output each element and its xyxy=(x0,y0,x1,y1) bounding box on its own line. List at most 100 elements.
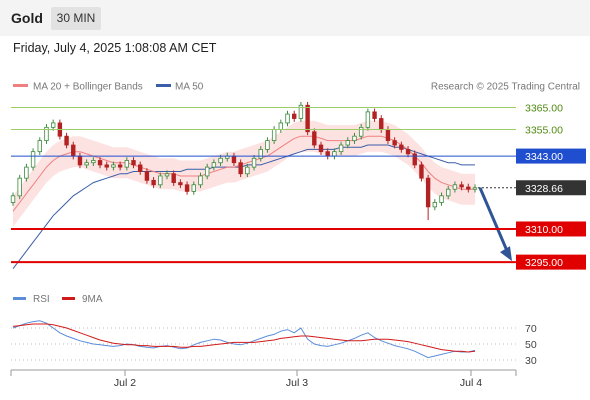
candle-body xyxy=(292,113,297,119)
timeframe-button[interactable]: 30 MIN xyxy=(51,7,101,30)
ma50-line xyxy=(12,144,475,270)
candle-body xyxy=(204,166,210,177)
candle-body xyxy=(198,175,203,186)
ma50-legend-label: MA 50 xyxy=(175,82,204,93)
candle-body xyxy=(171,173,176,183)
level-tag-5 xyxy=(516,254,586,270)
credit-label: Research © 2025 Trading Central xyxy=(431,82,580,93)
candle-body xyxy=(419,164,424,179)
candle-body xyxy=(258,149,263,159)
candle-body xyxy=(452,184,458,190)
level-label-3: 3328.66 xyxy=(525,183,563,195)
candle-body xyxy=(97,160,103,166)
level-tag-3 xyxy=(516,180,586,196)
candle-body xyxy=(138,164,143,172)
candle-body xyxy=(271,129,277,142)
projection-arrow-shaft xyxy=(478,187,510,254)
candle-body xyxy=(385,129,391,142)
candle-body xyxy=(178,182,183,186)
candle-body xyxy=(412,153,417,166)
candle-body xyxy=(158,175,163,186)
candle-body xyxy=(265,140,270,150)
candle-body xyxy=(432,202,438,208)
candle-body xyxy=(372,111,377,119)
candle-body xyxy=(77,155,83,166)
level-label-2: 3343.00 xyxy=(525,151,563,163)
candle-body xyxy=(459,184,464,188)
candle-body xyxy=(305,104,310,133)
candle-body xyxy=(238,162,243,175)
rsi-ma9-line xyxy=(12,323,476,353)
candle-body xyxy=(37,140,42,153)
ma9-legend-label: 9MA xyxy=(82,294,103,305)
level-tag-4 xyxy=(516,221,586,237)
candle-body xyxy=(151,179,156,186)
candle-body xyxy=(425,177,431,208)
candle-body xyxy=(30,151,36,168)
candle-body xyxy=(245,166,250,175)
candle-body xyxy=(285,113,290,124)
candle-body xyxy=(71,144,76,157)
x-axis-ticks: Jul 2 Jul 3 Jul 4 xyxy=(114,370,482,389)
candle-body xyxy=(191,184,196,192)
candle-body xyxy=(345,140,350,146)
ma20-legend-label: MA 20 + Bollinger Bands xyxy=(33,82,143,93)
rsi-tick-label-1: 50 xyxy=(525,339,537,351)
main-plot-area xyxy=(10,101,512,270)
candle-body xyxy=(44,126,49,142)
candle-body xyxy=(124,160,130,168)
candle-body xyxy=(131,160,136,166)
x-tick-label-1: Jul 3 xyxy=(286,377,308,389)
candle-body xyxy=(298,104,304,119)
level-label-0: 3365.00 xyxy=(525,102,563,114)
candle-body xyxy=(84,162,89,166)
level-label-5: 3295.00 xyxy=(525,257,563,269)
rsi-plot-area: 70 50 30 xyxy=(11,320,537,367)
ma20-line xyxy=(12,135,475,212)
bollinger-band xyxy=(13,120,475,227)
x-tick-label-2: Jul 4 xyxy=(460,377,482,389)
level-tag-2 xyxy=(516,148,586,164)
candle-body xyxy=(211,162,217,168)
rsi-line xyxy=(12,320,476,359)
ma50-legend-swatch xyxy=(156,84,171,87)
candle-body xyxy=(325,151,330,157)
candle-body xyxy=(104,164,109,168)
candle-body xyxy=(231,155,237,164)
candle-body xyxy=(218,157,223,164)
candle-body xyxy=(50,122,56,128)
candle-body xyxy=(10,195,16,203)
candle-body xyxy=(144,171,150,181)
chart-datetime: Friday, July 4, 2025 1:08:08 AM CET xyxy=(13,41,217,55)
candle-body xyxy=(392,140,397,146)
candle-body xyxy=(379,118,384,130)
candle-body xyxy=(358,126,364,137)
candle-body xyxy=(24,166,29,179)
candle-body xyxy=(439,195,444,203)
levels-layer: 3365.00 3355.00 3343.00 3328.66 3310.00 3295.… xyxy=(11,102,586,270)
candle-body xyxy=(184,184,190,192)
x-tick-label-0: Jul 2 xyxy=(114,377,136,389)
candle-body xyxy=(405,149,411,155)
candle-body xyxy=(446,188,451,197)
rsi-tick-label-0: 70 xyxy=(525,323,537,335)
candle-body xyxy=(466,186,471,190)
top-bar: Gold 30 MIN xyxy=(0,0,590,36)
candle-body xyxy=(352,135,357,142)
candle-body xyxy=(164,173,170,177)
level-label-1: 3355.00 xyxy=(525,125,563,137)
candle-body xyxy=(312,131,317,146)
projection-arrow-head xyxy=(500,246,512,262)
rsi-legend-label: RSI xyxy=(33,294,50,305)
symbol-title: Gold xyxy=(11,10,43,26)
candle-body xyxy=(17,177,22,197)
level-label-4: 3310.00 xyxy=(525,224,563,236)
ma9-legend-swatch xyxy=(62,297,75,300)
candle-body xyxy=(399,144,404,150)
candle-body xyxy=(251,157,257,168)
candle-body xyxy=(278,122,284,130)
candle-body xyxy=(111,164,116,168)
candle-body xyxy=(117,164,123,168)
ma20-legend-swatch xyxy=(13,84,28,87)
candle-body xyxy=(318,144,324,153)
